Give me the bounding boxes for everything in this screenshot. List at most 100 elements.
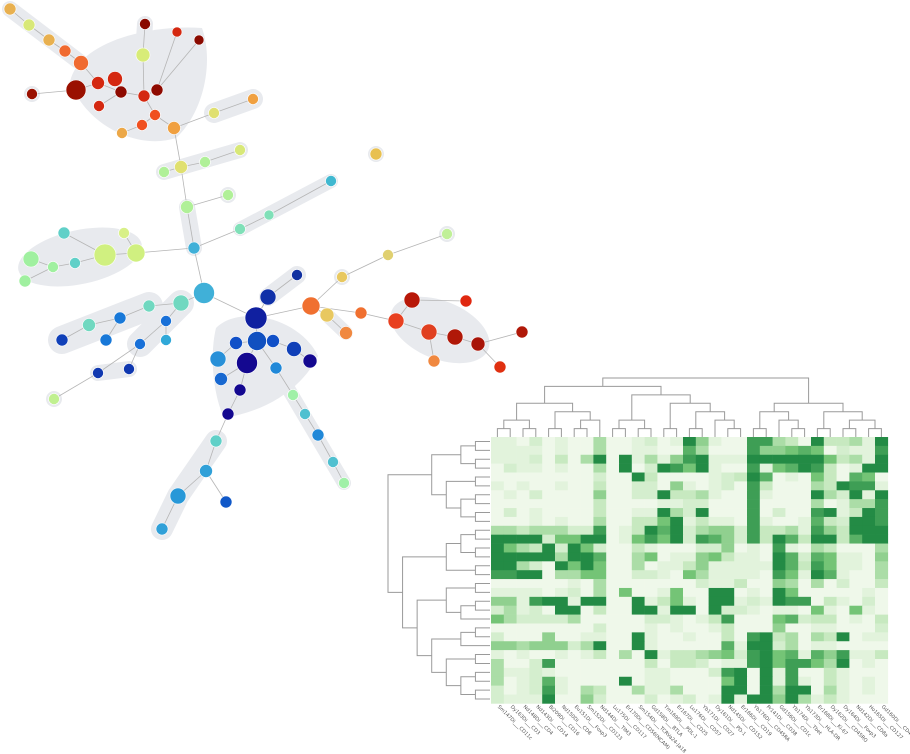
- column-labels: Sm147Di___CD11cDy163Di___CD3Nd148Di___CD…: [496, 703, 910, 754]
- heatmap-cell: [631, 667, 645, 678]
- heatmap-cell: [631, 481, 645, 491]
- heatmap-cell: [759, 472, 773, 482]
- heatmap-cell: [823, 454, 837, 464]
- heatmap-cell: [836, 667, 850, 678]
- heatmap-cell: [542, 570, 556, 580]
- heatmap-cell: [683, 579, 697, 589]
- heatmap-cell: [708, 561, 722, 571]
- heatmap-cell: [811, 552, 825, 562]
- heatmap-cell: [657, 499, 671, 509]
- heatmap-cell: [862, 641, 876, 651]
- heatmap-cell: [580, 650, 594, 660]
- heatmap-cell: [798, 561, 812, 571]
- graph-edge: [97, 343, 141, 374]
- graph-edge: [186, 206, 195, 249]
- heatmap-cell: [772, 570, 786, 580]
- heatmap-cell: [875, 445, 889, 456]
- graph-node: [470, 336, 486, 352]
- heatmap-cell: [542, 694, 556, 704]
- heatmap-cell: [823, 685, 837, 695]
- heatmap-cell: [708, 587, 722, 598]
- heatmap-cell: [683, 463, 697, 473]
- dendrogram-branch: [474, 511, 490, 522]
- heatmap-cell: [875, 596, 889, 607]
- heatmap-cell: [849, 623, 863, 633]
- heatmap-cell: [567, 667, 581, 678]
- heatmap-cell: [747, 659, 761, 669]
- heatmap-cell: [580, 632, 594, 642]
- heatmap-cell: [503, 694, 517, 704]
- heatmap-cell: [542, 614, 556, 624]
- heatmap-cell: [491, 472, 505, 482]
- heatmap-cell: [721, 570, 735, 580]
- graph-node: [420, 323, 438, 341]
- graph-node: [126, 243, 146, 263]
- dendrogram-branch: [637, 428, 652, 437]
- graph-node: [137, 89, 151, 103]
- heatmap-cell: [836, 499, 850, 509]
- heatmap-cell: [580, 437, 594, 447]
- heatmap-cell: [862, 570, 876, 580]
- heatmap-cell: [529, 579, 543, 589]
- heatmap-cell: [593, 525, 607, 535]
- heatmap-cell: [747, 685, 761, 695]
- heatmap-cell: [644, 685, 658, 695]
- dendrogram-branch: [445, 587, 476, 613]
- heatmap-cell: [644, 605, 658, 615]
- heatmap-cell: [747, 623, 761, 633]
- heatmap-cell: [721, 490, 735, 500]
- heatmap-cell: [734, 516, 748, 527]
- heatmap-cell: [785, 605, 799, 615]
- heatmap-cell: [759, 676, 773, 686]
- heatmap-cell: [862, 676, 876, 686]
- graph-node: [193, 282, 215, 304]
- heatmap-cell: [567, 481, 581, 491]
- heatmap-cell: [721, 659, 735, 669]
- heatmap-cell: [657, 632, 671, 642]
- heatmap-cell: [631, 605, 645, 615]
- heatmap-cell: [695, 605, 709, 615]
- heatmap-cell: [862, 472, 876, 482]
- heatmap-cell: [644, 641, 658, 651]
- graph-node: [259, 288, 277, 306]
- graph-node: [93, 243, 117, 267]
- heatmap-cell: [836, 659, 850, 669]
- heatmap-cell: [555, 552, 569, 562]
- heatmap-cell: [759, 508, 773, 518]
- graph-node: [69, 257, 81, 269]
- graph-node: [199, 156, 211, 168]
- heatmap-cell: [849, 490, 863, 500]
- heatmap-cell: [721, 632, 735, 642]
- heatmap-cell: [823, 676, 837, 686]
- heatmap-cell: [593, 659, 607, 669]
- heatmap-cell: [555, 596, 569, 607]
- heatmap-cell: [567, 632, 581, 642]
- heatmap-cell: [683, 516, 697, 527]
- heatmap-cell: [862, 632, 876, 642]
- heatmap-cell: [670, 508, 684, 518]
- heatmap-cell: [785, 623, 799, 633]
- heatmap-cell: [695, 516, 709, 527]
- heatmap-cell: [631, 508, 645, 518]
- heatmap-cell: [567, 685, 581, 695]
- heatmap-cell: [555, 490, 569, 500]
- heatmap-cell: [759, 694, 773, 704]
- heatmap-cell: [823, 570, 837, 580]
- heatmap-cell: [516, 561, 530, 571]
- heatmap-cell: [747, 632, 761, 642]
- heatmap-cell: [785, 508, 799, 518]
- dendrogram-branch: [503, 419, 530, 429]
- heatmap-cell: [567, 516, 581, 527]
- heatmap-cell: [721, 454, 735, 464]
- heatmap-cell: [593, 534, 607, 544]
- heatmap-cell: [529, 543, 543, 553]
- graph-node: [247, 93, 259, 105]
- heatmap-cell: [785, 454, 799, 464]
- dendrogram-branch: [752, 428, 767, 437]
- heatmap-cell: [811, 641, 825, 651]
- heatmap-cell: [836, 694, 850, 704]
- heatmap-cell: [708, 685, 722, 695]
- heatmap-cell: [772, 508, 786, 518]
- cluster-network: [2, 1, 529, 540]
- heatmap-cell: [798, 614, 812, 624]
